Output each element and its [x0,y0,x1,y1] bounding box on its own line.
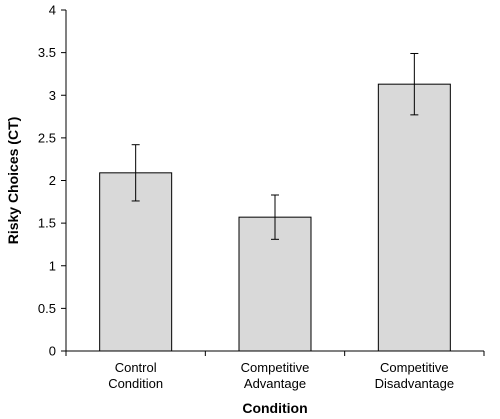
x-tick-label: Condition [108,376,163,391]
x-ticks-group: ControlConditionCompetitiveAdvantageComp… [65,351,485,391]
x-tick-label: Disadvantage [375,376,455,391]
error-bars-group [131,52,419,240]
y-tick-label: 0 [49,344,56,359]
y-tick-label: 4 [49,3,56,18]
y-tick-label: 0.5 [38,301,56,316]
y-ticks-group: 0 0.5 1 1.5 2 2.5 3 3.5 4 [38,3,66,359]
y-tick-label: 1.5 [38,216,56,231]
error-bar [410,52,419,116]
y-tick-label: 3.5 [38,45,56,60]
bar [99,172,173,352]
bar [377,83,451,352]
y-tick-label: 3 [49,88,56,103]
y-tick-label: 2 [49,173,56,188]
error-bar [271,194,279,240]
x-tick-label: Advantage [244,376,306,391]
y-tick-label: 2.5 [38,130,56,145]
y-tick-label: 1 [49,258,56,273]
error-bar [131,144,140,202]
y-axis-title: Risky Choices (CT) [5,117,21,245]
x-tick-label: Competitive [241,360,310,375]
x-axis-title: Condition [242,400,307,416]
x-tick-label: Control [115,360,157,375]
x-tick-label: Competitive [380,360,449,375]
